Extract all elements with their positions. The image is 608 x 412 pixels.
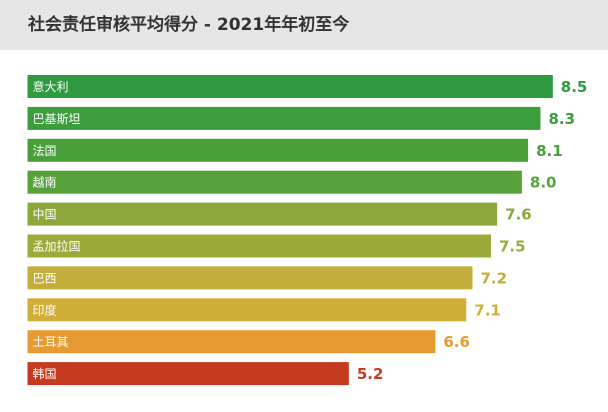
bar (27, 202, 498, 226)
value-label: 7.2 (480, 269, 507, 287)
bar (27, 362, 349, 386)
category-label: 土耳其 (33, 335, 69, 349)
value-label: 7.5 (499, 238, 526, 256)
bar (27, 138, 529, 162)
bar (27, 75, 553, 98)
bar (27, 298, 467, 322)
bar (27, 330, 436, 354)
category-label: 巴基斯坦 (33, 112, 81, 126)
value-label: 6.6 (443, 333, 470, 351)
bar (27, 234, 491, 258)
header-band (0, 0, 608, 50)
category-label: 法国 (33, 144, 57, 158)
chart-title: 社会责任审核平均得分 - 2021年年初至今 (27, 14, 349, 35)
value-label: 8.3 (548, 110, 575, 128)
value-label: 7.6 (505, 206, 532, 224)
category-label: 越南 (33, 175, 57, 190)
value-label: 7.1 (474, 301, 501, 319)
bar (27, 170, 522, 194)
category-label: 巴西 (33, 271, 57, 285)
category-label: 意大利 (33, 79, 69, 94)
bar (27, 106, 541, 130)
category-label: 中国 (33, 207, 57, 222)
value-label: 8.5 (561, 78, 588, 96)
value-label: 5.2 (357, 365, 384, 383)
bar (27, 266, 473, 290)
category-label: 孟加拉国 (33, 239, 81, 254)
value-label: 8.0 (530, 174, 557, 192)
value-label: 8.1 (536, 142, 563, 160)
category-label: 印度 (33, 302, 57, 317)
category-label: 韩国 (33, 366, 57, 381)
